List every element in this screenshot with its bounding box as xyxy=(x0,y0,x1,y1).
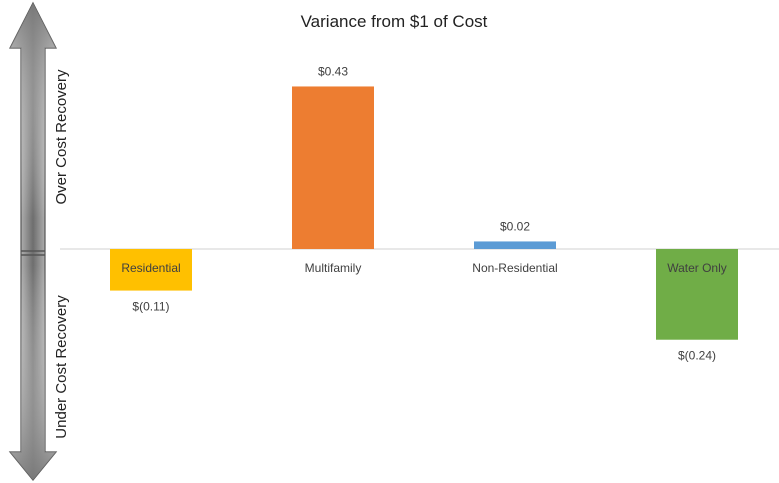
category-label: Water Only xyxy=(667,261,727,275)
data-label: $(0.24) xyxy=(678,349,716,363)
recovery-arrow xyxy=(10,3,56,480)
under-recovery-label: Under Cost Recovery xyxy=(53,295,70,439)
data-label: $0.43 xyxy=(318,64,348,78)
chart-title: Variance from $1 of Cost xyxy=(301,12,488,31)
data-label: $(0.11) xyxy=(132,300,169,314)
category-label: Multifamily xyxy=(305,261,362,275)
over-recovery-label: Over Cost Recovery xyxy=(53,69,70,205)
data-label: $0.02 xyxy=(500,219,530,233)
category-label: Non-Residential xyxy=(472,261,557,275)
labels-layer: Residential $(0.11) Multifamily $0.43 Non-Re… xyxy=(121,64,726,362)
bar-non-residential xyxy=(474,241,556,249)
category-label: Residential xyxy=(121,261,180,275)
bar-multifamily xyxy=(292,86,374,249)
bars-layer xyxy=(110,86,738,339)
